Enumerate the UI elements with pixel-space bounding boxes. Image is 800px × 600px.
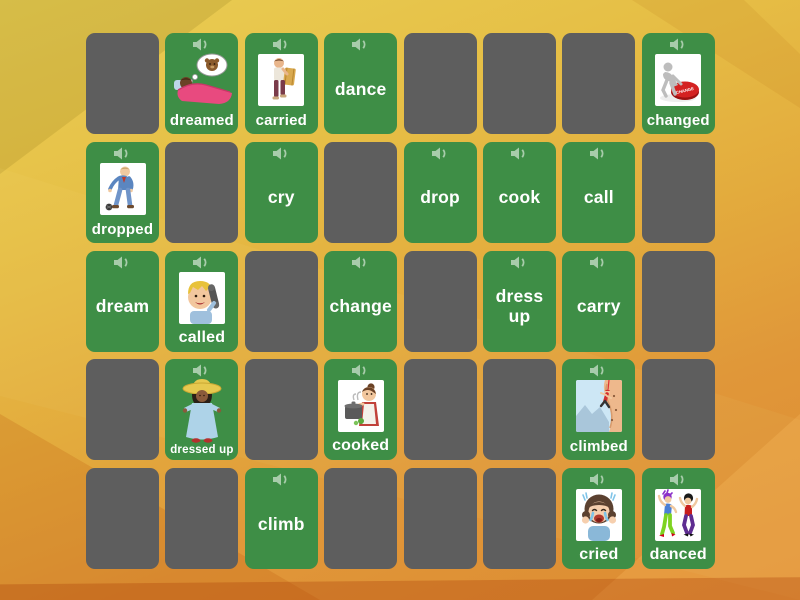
speaker-icon[interactable]	[193, 256, 210, 269]
card-back[interactable]	[86, 468, 159, 569]
card-picture-label: danced	[649, 546, 707, 563]
speaker-icon[interactable]	[510, 147, 528, 160]
speaker-icon[interactable]	[352, 364, 369, 377]
card-word-label: cry	[267, 187, 295, 208]
speaker-icon[interactable]	[193, 364, 210, 377]
speaker-icon[interactable]	[590, 364, 607, 377]
card-call-word[interactable]: call	[562, 141, 636, 243]
card-back[interactable]	[165, 468, 239, 569]
speaker-icon[interactable]	[669, 473, 687, 486]
card-drop-word[interactable]: drop	[403, 141, 477, 243]
card-back[interactable]	[324, 468, 398, 569]
card-cried-picture[interactable]: cried	[562, 468, 636, 569]
card-picture-label: changed	[646, 112, 710, 129]
card-called-picture[interactable]: called	[165, 250, 239, 352]
card-back[interactable]	[482, 359, 556, 461]
speaker-icon[interactable]	[590, 147, 607, 160]
speaker-icon[interactable]	[590, 256, 607, 269]
speaker-icon[interactable]	[669, 38, 687, 51]
card-back[interactable]	[482, 33, 556, 134]
card-dress-up-word[interactable]: dress up	[482, 250, 556, 352]
card-picture-label: cried	[579, 546, 619, 563]
card-climbed-picture[interactable]: climbed	[562, 359, 636, 461]
card-back[interactable]	[244, 250, 318, 352]
cried-illustration	[575, 489, 622, 541]
card-word-label: dance	[334, 78, 387, 99]
card-word-label: change	[329, 296, 392, 317]
card-picture-label: called	[178, 328, 226, 346]
speaker-icon[interactable]	[352, 38, 369, 51]
card-cook-word[interactable]: cook	[482, 141, 556, 243]
speaker-icon[interactable]	[272, 473, 290, 486]
card-carried-picture[interactable]: carried	[244, 33, 318, 134]
speaker-icon[interactable]	[272, 38, 290, 51]
called-illustration	[178, 271, 225, 324]
card-back[interactable]	[641, 250, 715, 352]
card-word-label: call	[583, 187, 614, 208]
card-back[interactable]	[403, 33, 477, 134]
card-changed-picture[interactable]: CHANGE changed	[641, 33, 715, 134]
card-back[interactable]	[403, 250, 477, 352]
card-picture-label: cooked	[332, 437, 390, 455]
card-back[interactable]	[165, 141, 239, 243]
card-back[interactable]	[324, 141, 398, 243]
card-word-label: carry	[576, 296, 621, 317]
speaker-icon[interactable]	[193, 38, 210, 51]
card-cry-word[interactable]: cry	[244, 141, 318, 243]
speaker-icon[interactable]	[272, 147, 290, 160]
speaker-icon[interactable]	[114, 147, 131, 160]
card-picture-label: climbed	[569, 438, 628, 456]
speaker-icon[interactable]	[114, 256, 131, 269]
dropped-illustration	[99, 162, 146, 215]
card-climb-word[interactable]: climb	[244, 468, 318, 569]
card-word-label: dress up	[495, 286, 544, 326]
card-dream-word[interactable]: dream	[86, 250, 159, 352]
card-word-label: cook	[498, 187, 541, 208]
card-back[interactable]	[482, 468, 556, 569]
climbed-illustration	[575, 380, 622, 433]
speaker-icon[interactable]	[510, 256, 528, 269]
card-grid: dreamed carried dance CHANGE changed dropped c…	[86, 33, 715, 569]
card-back[interactable]	[86, 359, 159, 461]
card-picture-label: dropped	[91, 220, 154, 238]
card-word-label: dream	[95, 296, 150, 317]
card-carry-word[interactable]: carry	[562, 250, 636, 352]
carried-illustration	[258, 54, 305, 106]
card-picture-label: dreamed	[169, 112, 234, 129]
card-cooked-picture[interactable]: cooked	[324, 359, 398, 461]
dreamed-illustration	[170, 52, 234, 108]
card-dressed-up-picture[interactable]: dressed up	[165, 359, 239, 461]
speaker-icon[interactable]	[431, 147, 449, 160]
card-word-label: drop	[420, 187, 460, 208]
card-word-label: climb	[257, 513, 305, 534]
card-dreamed-picture[interactable]: dreamed	[165, 33, 239, 134]
card-picture-label: carried	[255, 112, 307, 129]
card-dance-word[interactable]: dance	[324, 33, 398, 134]
speaker-icon[interactable]	[352, 256, 369, 269]
card-back[interactable]	[403, 468, 477, 569]
card-dropped-picture[interactable]: dropped	[86, 141, 159, 243]
speaker-icon[interactable]	[590, 473, 607, 486]
card-change-word[interactable]: change	[324, 250, 398, 352]
card-back[interactable]	[562, 33, 636, 134]
card-picture-label: dressed up	[170, 444, 234, 457]
card-back[interactable]	[403, 359, 477, 461]
danced-illustration	[655, 489, 702, 541]
card-back[interactable]	[641, 359, 715, 461]
changed-illustration: CHANGE	[655, 54, 702, 106]
dressed-up-illustration	[180, 377, 224, 445]
card-danced-picture[interactable]: danced	[641, 468, 715, 569]
cooked-illustration	[337, 380, 384, 433]
card-back[interactable]	[641, 141, 715, 243]
card-back[interactable]	[86, 33, 159, 134]
card-back[interactable]	[244, 359, 318, 461]
svg-text:CHANGE: CHANGE	[676, 86, 695, 95]
